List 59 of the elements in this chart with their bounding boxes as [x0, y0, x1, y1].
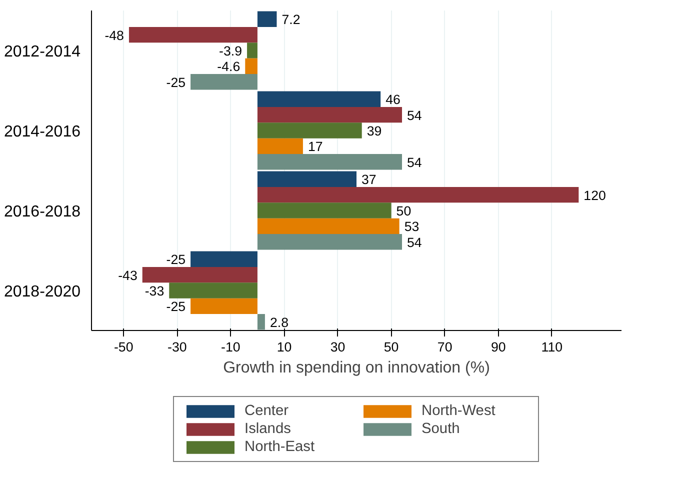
- legend-label: South: [422, 421, 461, 437]
- bar: [257, 186, 579, 203]
- data-label: -4.6: [217, 59, 240, 74]
- data-label: -33: [144, 284, 164, 298]
- data-label: 39: [366, 124, 382, 138]
- bar: [257, 106, 402, 123]
- x-tick-label: -10: [221, 340, 240, 354]
- y-tick-label: 2016-2018: [4, 204, 81, 220]
- bar: [257, 11, 277, 27]
- data-label: -25: [166, 74, 186, 90]
- y-tick-label: 2014-2016: [4, 124, 81, 140]
- bar: [257, 122, 362, 138]
- data-label: 120: [584, 188, 606, 203]
- legend-label: Islands: [244, 421, 292, 437]
- bar: [169, 282, 258, 298]
- bar: [190, 74, 258, 90]
- bar: [247, 42, 258, 58]
- bar: [257, 138, 303, 154]
- data-label: -48: [104, 28, 124, 43]
- data-label: -3.9: [219, 44, 242, 58]
- data-label: 54: [407, 234, 422, 250]
- bar: [257, 314, 265, 330]
- x-tick-label: 30: [330, 340, 346, 354]
- data-label: 46: [386, 92, 400, 108]
- bar: [245, 58, 258, 74]
- data-label: 17: [308, 139, 323, 154]
- data-label: 7.2: [282, 12, 300, 28]
- data-label: -25: [166, 299, 186, 314]
- x-tick-label: 10: [276, 340, 292, 354]
- bar: [257, 91, 381, 107]
- data-label: -43: [118, 268, 138, 283]
- x-tick-label: -30: [168, 340, 187, 354]
- data-label: 2.8: [270, 314, 288, 330]
- data-label: 53: [404, 219, 420, 234]
- data-label: 54: [407, 154, 422, 170]
- legend-label: North-West: [422, 403, 496, 419]
- x-tick-label: 90: [490, 340, 506, 354]
- bar: [257, 218, 400, 234]
- x-tick-label: 50: [384, 340, 399, 354]
- x-tick-label: -50: [114, 340, 134, 354]
- y-tick-label: 2012-2014: [4, 44, 81, 60]
- bar: [190, 298, 258, 314]
- x-tick-label: 110: [541, 340, 563, 354]
- legend-label: Center: [244, 403, 290, 419]
- data-label: 37: [362, 172, 376, 188]
- x-axis-title: Growth in spending on innovation (%): [223, 360, 490, 376]
- bar: [257, 171, 356, 187]
- bar: [142, 266, 258, 283]
- legend-label: North-East: [244, 439, 316, 455]
- data-label: 54: [407, 108, 422, 123]
- y-tick-label: 2018-2020: [4, 284, 81, 300]
- x-tick-label: 70: [437, 340, 452, 354]
- bar: [190, 251, 258, 267]
- bar: [257, 234, 402, 250]
- data-label: 50: [396, 204, 412, 218]
- data-label: -25: [166, 252, 186, 268]
- bar: [128, 26, 258, 43]
- bar: [257, 154, 402, 170]
- bar: [257, 202, 392, 218]
